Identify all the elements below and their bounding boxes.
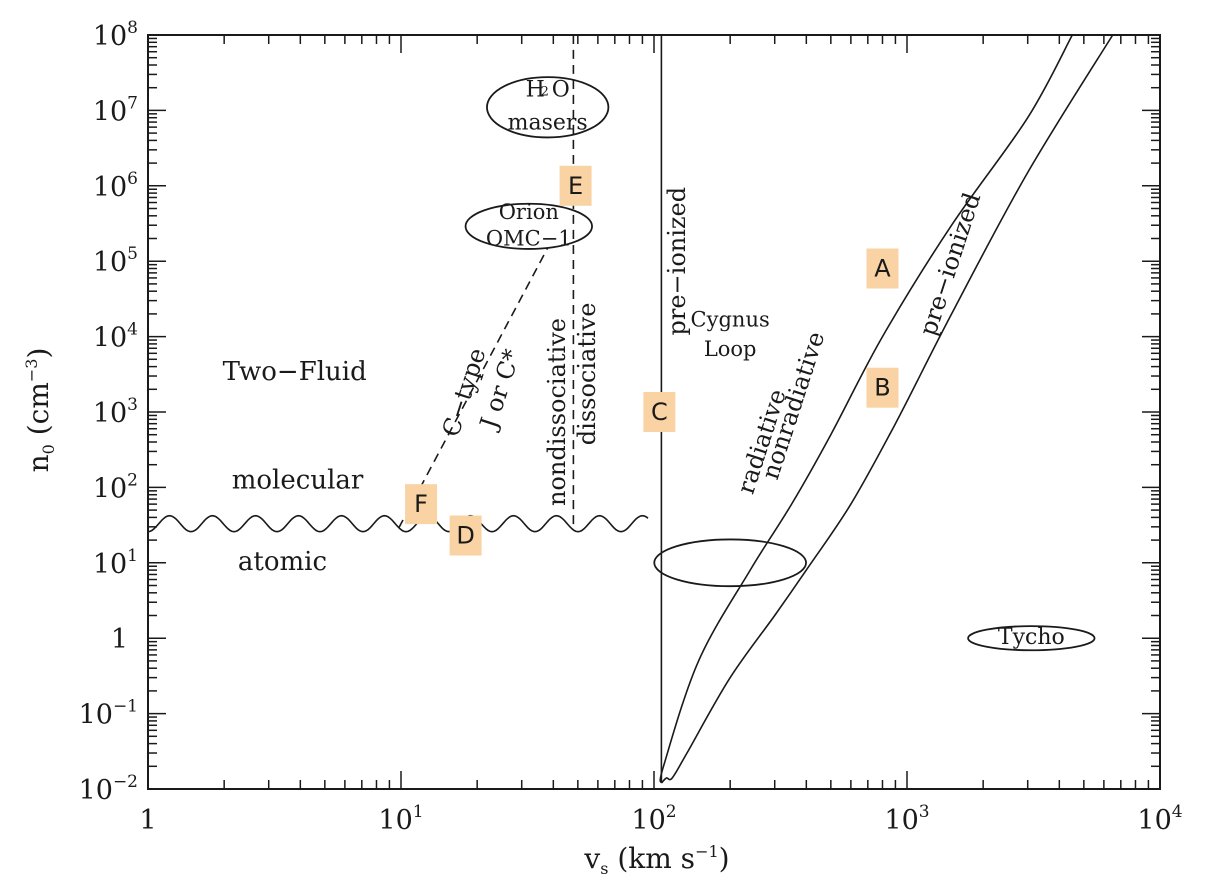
y-tick-label: 106 (93, 169, 138, 203)
y-tick-base: 10 (79, 775, 113, 806)
x-tick-exponent: 3 (919, 802, 930, 822)
y-tick-exponent: 2 (127, 470, 138, 490)
y-tick-base: 10 (93, 398, 127, 429)
y-tick-exponent: 1 (127, 546, 138, 566)
orion-label-line1: Orion (499, 200, 559, 224)
x-tick-exponent: 1 (413, 802, 424, 822)
pre-ionized-vertical-label: pre−ionized (663, 187, 691, 336)
h2o-masers-region (486, 76, 610, 139)
y-tick-exponent: −1 (113, 697, 138, 717)
y-tick-label: 107 (93, 93, 138, 127)
cygnus-loop-region (653, 538, 807, 588)
cygnus-label-line2: Loop (704, 337, 757, 361)
c-type-dashed-line (398, 247, 549, 529)
y-tick-exponent: 3 (127, 395, 138, 415)
marker-a-box (866, 248, 899, 289)
y-tick-exponent: 8 (127, 18, 138, 38)
marker-d-label: D (456, 522, 474, 550)
y-tick-label: 1 (111, 624, 128, 655)
x-tick-label: 101 (378, 802, 423, 836)
x-tick-label: 103 (884, 802, 929, 836)
curves-group (147, 34, 1114, 784)
x-tick-base: 10 (631, 805, 665, 836)
marker-f-box (405, 484, 438, 525)
two-fluid-label: Two−Fluid (223, 357, 367, 387)
y-tick-base: 10 (93, 323, 127, 354)
tycho-label: Tycho (998, 625, 1065, 650)
upper-boundary-curve (659, 34, 1074, 784)
marker-e-box (559, 165, 592, 206)
y-tick-exponent: 6 (127, 169, 138, 189)
tick-labels-group: 1 101 102 103 10410−210−11101102103104105106… (79, 18, 1183, 836)
marker-e: E (559, 165, 592, 206)
y-tick-base: 10 (93, 549, 127, 580)
marker-d: D (449, 515, 482, 556)
cygnus-label-line1: Cygnus (691, 308, 770, 332)
y-tick-base: 10 (93, 21, 127, 52)
molecular-atomic-boundary (147, 514, 649, 533)
y-tick-base: 10 (93, 96, 127, 127)
dissociative-label: dissociative (573, 303, 601, 446)
marker-b-label: B (874, 374, 890, 402)
marker-f-label: F (414, 490, 428, 518)
x-tick-label: 104 (1137, 802, 1182, 836)
y-tick-label: 105 (93, 244, 138, 278)
x-tick-exponent: 2 (666, 802, 677, 822)
x-axis-label: vs (km s−1) (583, 842, 729, 878)
orion-label-line2: OMC−1 (486, 227, 572, 251)
atomic-label: atomic (238, 547, 327, 577)
y-tick-base: 10 (93, 172, 127, 203)
y-tick-base: 10 (79, 700, 113, 731)
ellipses-group (464, 76, 1096, 652)
markers-group: A B C D E F (405, 165, 899, 556)
y-tick-label: 103 (93, 395, 138, 429)
tycho-region (967, 625, 1096, 652)
marker-c-label: C (651, 398, 668, 426)
y-tick-label: 10−2 (79, 772, 138, 806)
y-tick-exponent: −2 (113, 772, 138, 792)
y-tick-exponent: 5 (127, 244, 138, 264)
marker-e-label: E (568, 172, 583, 200)
y-tick-base: 10 (93, 473, 127, 504)
nondissociative-label: nondissociative (543, 318, 571, 506)
marker-b-box (866, 367, 899, 408)
h2o-masers-label-line2: masers (508, 111, 588, 136)
x-tick-base: 10 (1137, 805, 1171, 836)
y-axis-label: n0 (cm−3) (22, 348, 58, 473)
orion-omc1-region (464, 202, 593, 250)
lower-boundary-curve (660, 34, 1114, 784)
x-tick-label: 1 (139, 805, 156, 836)
x-tick-base: 10 (378, 805, 412, 836)
marker-a: A (866, 248, 899, 289)
y-tick-label: 101 (93, 546, 138, 580)
y-tick-base: 10 (93, 247, 127, 278)
molecular-label: molecular (232, 465, 364, 495)
y-tick-exponent: 4 (127, 320, 138, 340)
h2o-subscript-label: 2 (541, 85, 549, 100)
x-tick-exponent: 4 (1172, 802, 1183, 822)
y-tick-label: 10−1 (79, 697, 138, 731)
marker-c: C (643, 392, 676, 432)
y-tick-exponent: 7 (127, 93, 138, 113)
marker-b: B (866, 367, 899, 408)
x-tick-label: 102 (631, 802, 676, 836)
marker-d-box (449, 515, 482, 556)
x-tick-base: 10 (884, 805, 918, 836)
h2o-masers-label-line1: H O (526, 77, 570, 102)
marker-f: F (405, 484, 438, 525)
y-tick-label: 108 (93, 18, 138, 52)
axis-ticks-group (147, 34, 1161, 790)
y-tick-label: 104 (93, 320, 138, 354)
marker-a-label: A (874, 255, 891, 283)
marker-c-box (643, 392, 676, 432)
x-tick-base: 1 (139, 805, 156, 836)
y-tick-label: 102 (93, 470, 138, 504)
